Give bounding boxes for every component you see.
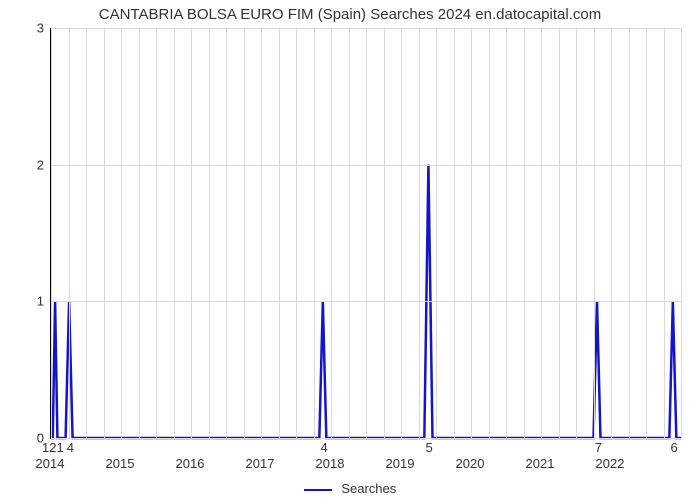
gridline-v-major: [401, 28, 402, 438]
x-year-label: 2015: [106, 456, 135, 471]
y-tick-label: 1: [0, 294, 44, 309]
gridline-v-major: [121, 28, 122, 438]
gridline-v-minor: [524, 28, 525, 438]
gridline-v-major: [331, 28, 332, 438]
gridline-v-minor: [559, 28, 560, 438]
legend: Searches: [0, 481, 700, 496]
x-year-label: 2021: [526, 456, 555, 471]
gridline-v-minor: [296, 28, 297, 438]
plot-area: [50, 28, 681, 439]
gridline-v-minor: [244, 28, 245, 438]
gridline-v-minor: [209, 28, 210, 438]
gridline-v-minor: [646, 28, 647, 438]
x-secondary-label: 7: [595, 440, 602, 455]
x-year-label: 2019: [386, 456, 415, 471]
chart-title: CANTABRIA BOLSA EURO FIM (Spain) Searche…: [0, 6, 700, 23]
gridline-v-major: [471, 28, 472, 438]
gridline-v-minor: [86, 28, 87, 438]
x-year-label: 2022: [596, 456, 625, 471]
gridline-h: [51, 301, 681, 302]
gridline-v-minor: [506, 28, 507, 438]
gridline-v-minor: [279, 28, 280, 438]
gridline-v-minor: [69, 28, 70, 438]
gridline-v-minor: [419, 28, 420, 438]
gridline-v-major: [51, 28, 52, 438]
gridline-v-minor: [594, 28, 595, 438]
gridline-h: [51, 438, 681, 439]
gridline-v-minor: [366, 28, 367, 438]
x-secondary-label: 5: [426, 440, 433, 455]
gridline-v-major: [191, 28, 192, 438]
chart-container: CANTABRIA BOLSA EURO FIM (Spain) Searche…: [0, 0, 700, 500]
gridline-v-minor: [104, 28, 105, 438]
gridline-v-minor: [384, 28, 385, 438]
gridline-v-major: [611, 28, 612, 438]
y-tick-label: 2: [0, 157, 44, 172]
gridline-v-minor: [576, 28, 577, 438]
gridline-v-major: [261, 28, 262, 438]
x-secondary-label: 4: [67, 440, 74, 455]
gridline-v-major: [541, 28, 542, 438]
gridline-h: [51, 165, 681, 166]
gridline-h: [51, 28, 681, 29]
gridline-v-minor: [314, 28, 315, 438]
x-year-label: 2014: [36, 456, 65, 471]
gridline-v-minor: [664, 28, 665, 438]
gridline-v-minor: [156, 28, 157, 438]
x-secondary-label: 6: [671, 440, 678, 455]
gridline-v-major: [681, 28, 682, 438]
x-secondary-label: 4: [321, 440, 328, 455]
legend-label: Searches: [341, 481, 396, 496]
y-tick-label: 3: [0, 21, 44, 36]
y-tick-label: 0: [0, 431, 44, 446]
x-year-label: 2020: [456, 456, 485, 471]
gridline-v-minor: [629, 28, 630, 438]
x-secondary-label: 121: [42, 440, 64, 455]
gridline-v-minor: [174, 28, 175, 438]
gridline-v-minor: [436, 28, 437, 438]
gridline-v-minor: [349, 28, 350, 438]
gridline-v-minor: [454, 28, 455, 438]
gridline-v-minor: [489, 28, 490, 438]
gridline-v-minor: [139, 28, 140, 438]
legend-swatch: [304, 489, 332, 491]
x-year-label: 2017: [246, 456, 275, 471]
x-year-label: 2018: [316, 456, 345, 471]
x-year-label: 2016: [176, 456, 205, 471]
gridline-v-minor: [226, 28, 227, 438]
